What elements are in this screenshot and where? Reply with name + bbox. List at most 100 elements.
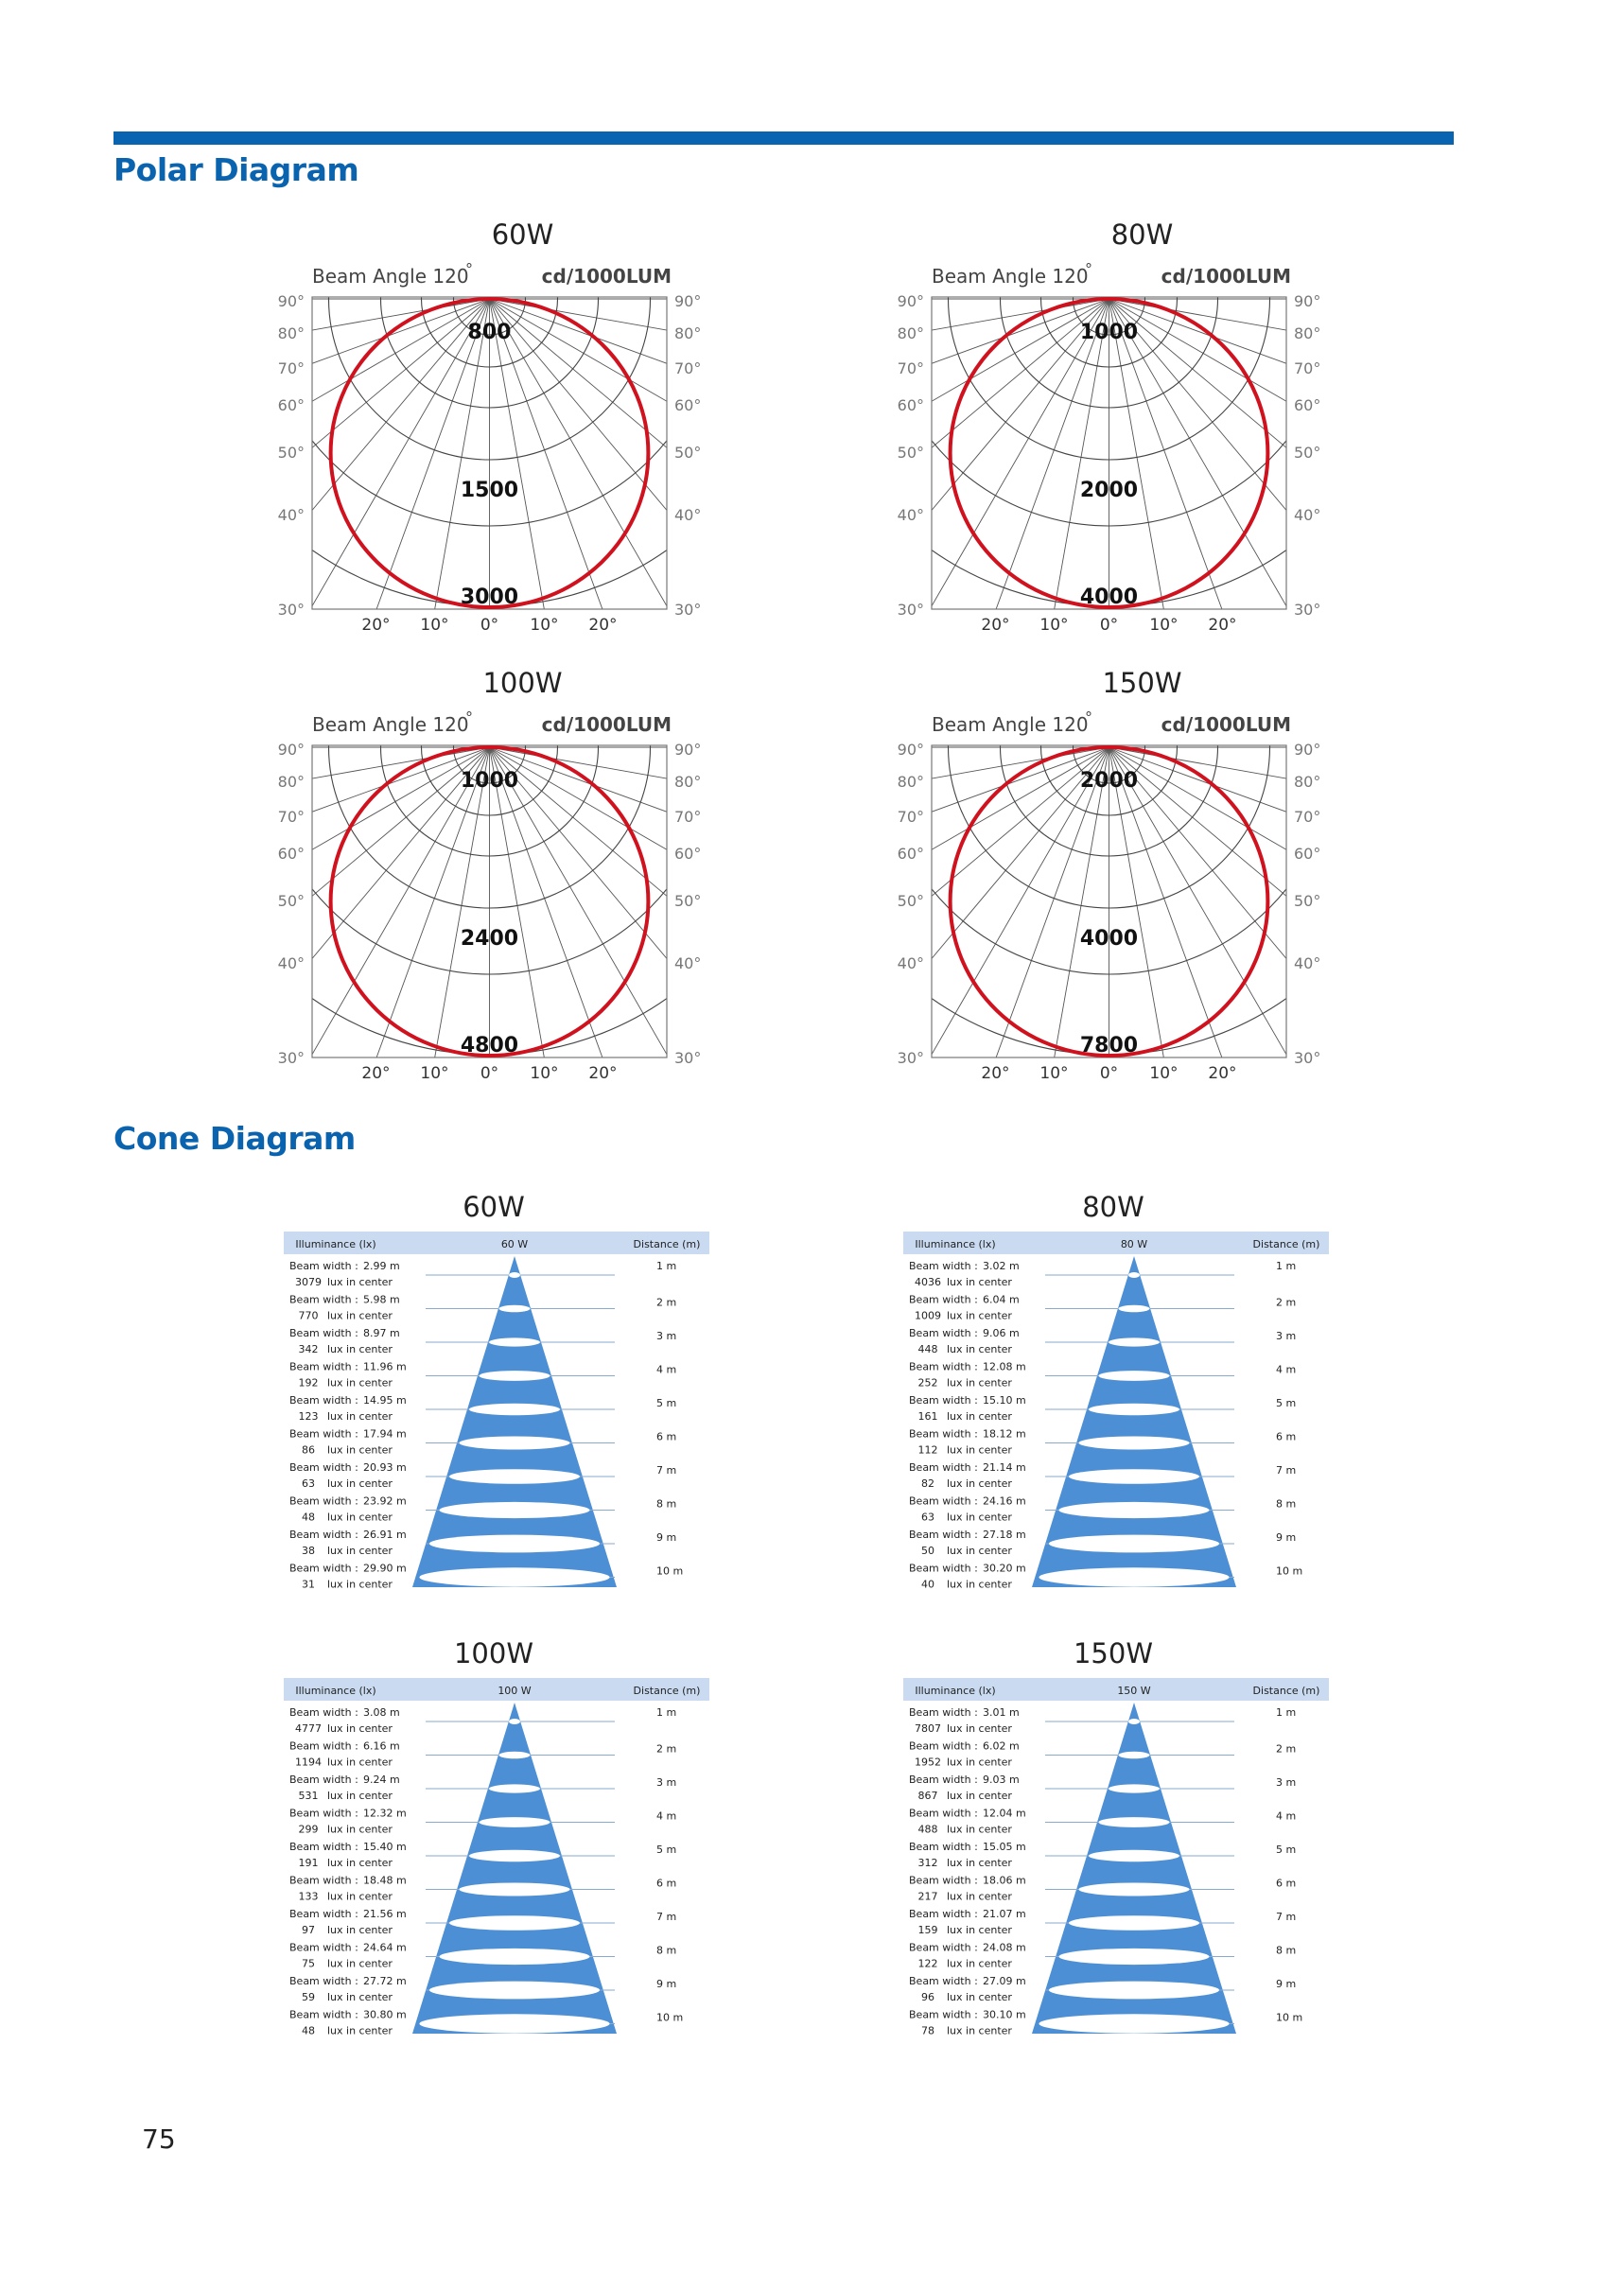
beam-width-value: 18.48 m (363, 1875, 407, 1887)
left-angle-label: 80° (278, 324, 305, 342)
beam-ellipse (469, 1403, 560, 1416)
lux-value: 159 (918, 1924, 938, 1936)
lux-suffix: lux in center (327, 1343, 393, 1355)
left-angle-label: 90° (278, 292, 305, 310)
polar-radial-line (932, 298, 1109, 512)
beam-width-prefix: Beam width : (909, 1260, 978, 1272)
bottom-angle-label: 10° (420, 616, 448, 630)
lux-value: 192 (299, 1377, 319, 1389)
beam-angle-degree: ° (1085, 708, 1092, 726)
polar-radial-line (995, 746, 1109, 1057)
polar-radial-line (312, 746, 490, 960)
bottom-angle-label: 20° (361, 1064, 390, 1078)
beam-width-value: 21.07 m (983, 1908, 1026, 1920)
lux-value: 123 (299, 1410, 319, 1423)
polar-radial-line (312, 746, 490, 779)
beam-width-prefix: Beam width : (289, 1975, 358, 1987)
polar-ring (932, 887, 1286, 975)
beam-width-prefix: Beam width : (909, 1294, 978, 1306)
polar-radial-line (489, 298, 667, 331)
right-angle-label: 70° (1294, 808, 1320, 826)
left-angle-label: 30° (898, 601, 924, 619)
cone-header-bar (903, 1678, 1329, 1701)
polar-radial-line (1109, 746, 1286, 897)
polar-radial-line (489, 298, 603, 609)
beam-ellipse (498, 1304, 531, 1313)
distance-value: 8 m (1276, 1498, 1296, 1511)
cone-title: 100W (454, 1637, 533, 1669)
distance-value: 1 m (656, 1706, 676, 1719)
polar-ring (1072, 297, 1146, 336)
lux-suffix: lux in center (947, 1444, 1012, 1457)
cone-title: 60W (463, 1191, 525, 1223)
lux-suffix: lux in center (327, 1756, 393, 1769)
polar-radial-line (489, 746, 545, 1057)
right-angle-label: 80° (674, 773, 701, 791)
beam-width-prefix: Beam width : (289, 1394, 358, 1407)
right-angle-label: 50° (1294, 444, 1320, 462)
beam-width-prefix: Beam width : (909, 2009, 978, 2021)
left-angle-label: 90° (278, 741, 305, 759)
polar-radial-line (1109, 298, 1286, 512)
cone-svg: 150W Illuminance (lx) 150 W Distance (m) Bea… (903, 1637, 1329, 2037)
beam-ellipse (1058, 1501, 1210, 1519)
polar-radial-line (489, 746, 603, 1057)
beam-ellipse (439, 1501, 590, 1519)
beam-ellipse (439, 1948, 590, 1966)
polar-radial-line (1109, 298, 1286, 402)
polar-radial-line (932, 298, 1109, 607)
polar-section-title: Polar Diagram (114, 151, 359, 188)
illuminance-header: Illuminance (lx) (915, 1238, 995, 1250)
right-angle-label: 60° (1294, 396, 1320, 414)
beam-width-value: 26.91 m (363, 1529, 407, 1541)
polar-ring (452, 297, 527, 336)
cone-header-power: 60 W (501, 1238, 528, 1250)
left-angle-label: 40° (278, 954, 305, 972)
left-angle-label: 70° (898, 359, 924, 377)
beam-width-value: 29.90 m (363, 1563, 407, 1575)
beam-width-prefix: Beam width : (289, 1706, 358, 1719)
intensity-value: 4000 (1080, 927, 1138, 951)
polar-radial-line (932, 298, 1109, 448)
bottom-angle-label: 10° (420, 1064, 448, 1078)
cone-title: 80W (1082, 1191, 1144, 1223)
beam-ellipse (1048, 1534, 1220, 1553)
lux-suffix: lux in center (327, 1857, 393, 1869)
lux-value: 1952 (915, 1756, 941, 1769)
right-angle-label: 30° (1294, 601, 1320, 619)
lux-value: 161 (918, 1410, 938, 1423)
right-angle-label: 70° (1294, 359, 1320, 377)
beam-width-value: 30.80 m (363, 2009, 407, 2021)
lux-value: 3079 (295, 1276, 322, 1288)
distance-value: 9 m (1276, 1978, 1296, 1990)
cone-header-power: 80 W (1121, 1238, 1147, 1250)
lux-value: 531 (299, 1790, 319, 1802)
beam-width-value: 9.03 m (983, 1774, 1020, 1786)
lux-suffix: lux in center (947, 1377, 1012, 1389)
beam-width-value: 9.06 m (983, 1327, 1020, 1339)
beam-width-prefix: Beam width : (289, 1260, 358, 1272)
beam-width-prefix: Beam width : (909, 1841, 978, 1853)
beam-width-prefix: Beam width : (909, 1706, 978, 1719)
polar-radial-line (932, 298, 1109, 402)
cone-diagram-100w: 100W Illuminance (lx) 100 W Distance (m) Bea… (284, 1629, 965, 2054)
beam-ellipse (428, 1981, 601, 2000)
lux-suffix: lux in center (947, 1276, 1012, 1288)
right-angle-label: 30° (674, 1049, 701, 1067)
lux-suffix: lux in center (947, 1958, 1012, 1970)
polar-radial-line (1109, 298, 1286, 607)
polar-ring (328, 745, 651, 909)
lux-suffix: lux in center (947, 1991, 1012, 2003)
cone-header-bar (284, 1678, 709, 1701)
beam-ellipse (498, 1751, 531, 1759)
intensity-value: 1000 (461, 769, 518, 793)
lux-value: 7807 (915, 1722, 941, 1735)
distance-value: 4 m (1276, 1810, 1296, 1823)
left-angle-label: 50° (278, 444, 305, 462)
beam-ellipse (1098, 1817, 1170, 1827)
polar-unit-label: cd/1000LUM (1161, 265, 1291, 288)
polar-radial-line (434, 298, 490, 609)
beam-width-value: 5.98 m (363, 1294, 400, 1306)
beam-width-value: 12.32 m (363, 1808, 407, 1820)
polar-radial-line (434, 746, 490, 1057)
